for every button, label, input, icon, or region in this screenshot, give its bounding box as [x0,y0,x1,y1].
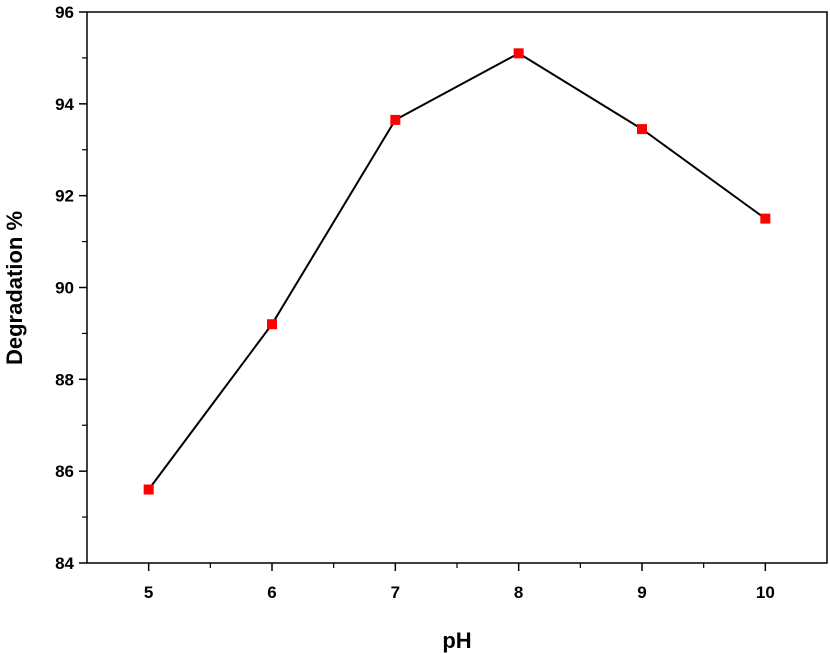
data-point [760,213,771,224]
y-tick-label: 84 [55,554,74,573]
y-tick-label: 88 [55,370,74,389]
y-axis-title: Degradation % [2,211,27,365]
y-axis: 84 86 88 90 92 94 96 [55,3,87,573]
y-tick-label: 86 [55,462,74,481]
data-point [390,114,401,125]
y-tick-label: 90 [55,279,74,298]
x-tick-label: 6 [267,583,276,602]
y-tick-label: 92 [55,187,74,206]
y-tick-label: 94 [55,95,74,114]
data-point [267,319,277,330]
series-line [147,52,766,491]
x-tick-label: 8 [514,583,523,602]
y-tick-label: 96 [55,3,74,22]
x-tick-label: 9 [637,583,646,602]
data-point [143,484,154,495]
plot-frame [86,11,828,564]
data-point [637,124,647,135]
x-tick-label: 7 [391,583,400,602]
x-axis: 5 6 7 8 9 10 [144,563,775,602]
x-tick-label: 10 [756,583,775,602]
series-layer [143,48,771,495]
x-axis-title: pH [442,628,471,653]
x-tick-label: 5 [144,583,153,602]
data-point [513,48,524,59]
